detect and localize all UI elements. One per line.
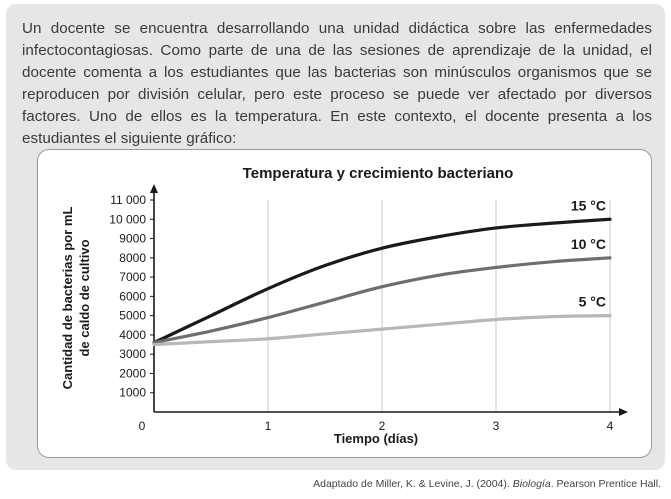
x-axis-arrow: [619, 408, 628, 416]
credit-suffix: . Pearson Prentice Hall.: [550, 478, 661, 490]
y-axis-arrow: [150, 184, 158, 193]
y-tick-label: 3000: [119, 347, 146, 361]
y-tick-label: 2000: [119, 366, 146, 380]
series-line-1: [152, 256, 612, 345]
x-tick-label: 3: [493, 419, 500, 433]
y-tick-label: 6000: [119, 289, 146, 303]
series-line-0: [152, 217, 612, 345]
series-label: 15 °C: [571, 197, 606, 213]
x-tick-label: 1: [265, 419, 272, 433]
x-tick-label: 0: [139, 419, 146, 433]
chart-title: Temperatura y crecimiento bacteriano: [243, 165, 514, 182]
source-credit: Adaptado de Miller, K. & Levine, J. (200…: [313, 478, 661, 490]
x-tick-label: 4: [607, 419, 614, 433]
x-axis-label: Tiempo (días): [334, 431, 418, 446]
y-tick-label: 5000: [119, 309, 146, 323]
y-tick-label: 9000: [119, 232, 146, 246]
chart-card: Temperatura y crecimiento bacteriano 1000…: [37, 149, 652, 458]
credit-book-title: Biología: [512, 478, 551, 490]
y-tick-label: 7000: [119, 270, 146, 284]
series-label: 10 °C: [571, 236, 606, 252]
y-axis-label-line: de caldo de cultivo: [77, 239, 92, 356]
intro-paragraph: Un docente se encuentra desarrollando un…: [22, 20, 652, 147]
y-tick-label: 8000: [119, 251, 146, 265]
y-tick-label: 10 000: [109, 212, 146, 226]
series-label: 5 °C: [579, 294, 606, 310]
credit-prefix: Adaptado de Miller, K. & Levine, J. (200…: [313, 478, 513, 490]
series-line-2: [152, 314, 612, 347]
y-tick-label: 4000: [119, 328, 146, 342]
y-axis-label-line: Cantidad de bacterias por mL: [60, 207, 75, 390]
y-axis-label: Cantidad de bacterias por mL de caldo de …: [60, 207, 92, 390]
y-tick-label: 11 000: [110, 193, 146, 207]
bacterial-growth-chart: Temperatura y crecimiento bacteriano 1000…: [60, 165, 628, 446]
x-tick-label: 2: [379, 419, 386, 433]
y-tick-label: 1000: [119, 386, 146, 400]
